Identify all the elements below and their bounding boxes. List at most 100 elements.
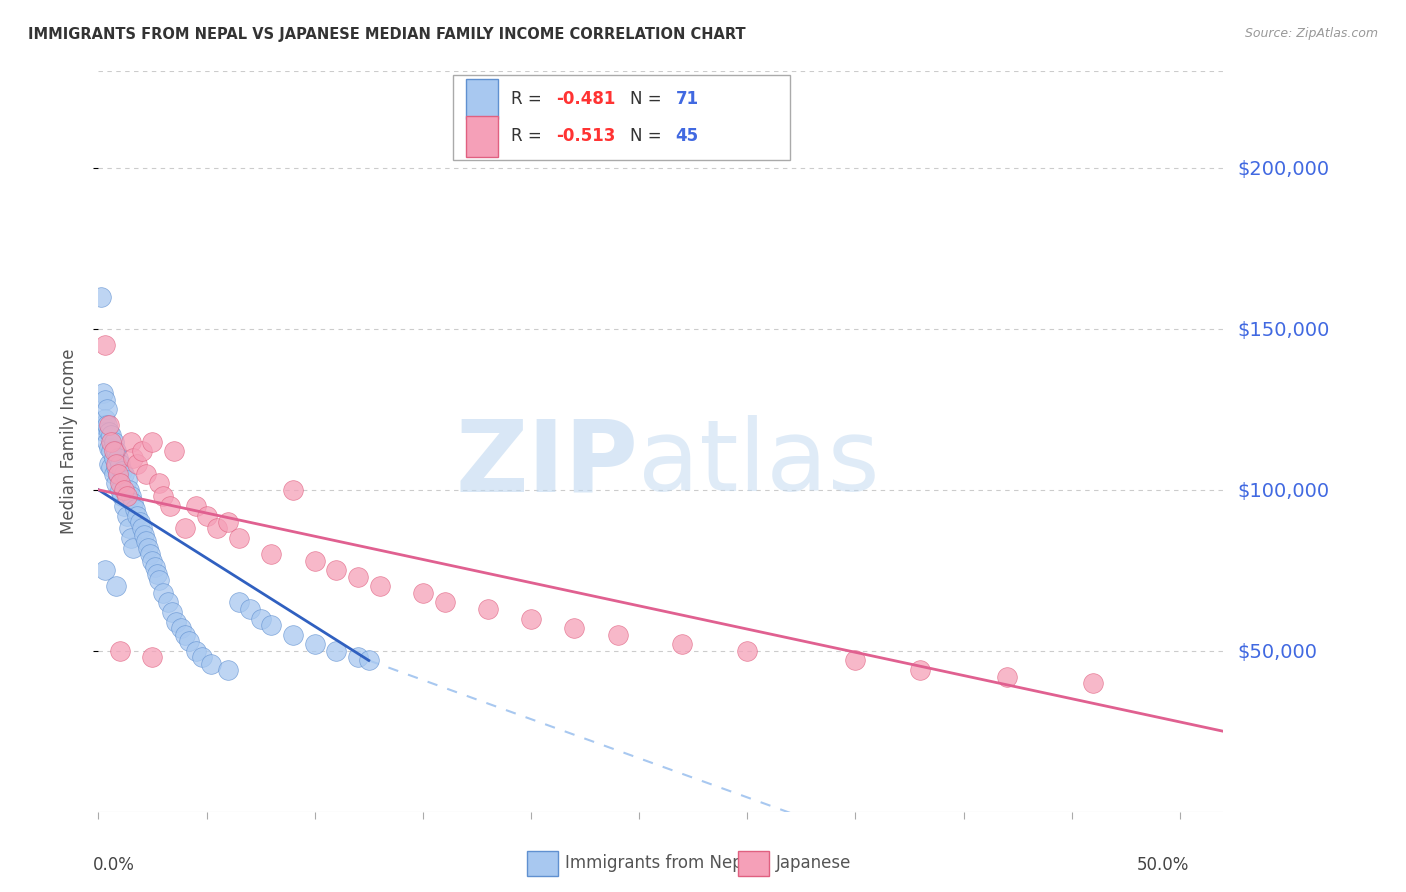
Point xyxy=(304,554,326,568)
Point xyxy=(200,657,222,671)
FancyBboxPatch shape xyxy=(453,75,790,161)
Point xyxy=(98,418,121,433)
Point xyxy=(160,605,183,619)
Text: Immigrants from Nepal: Immigrants from Nepal xyxy=(565,855,758,872)
Point xyxy=(347,570,370,584)
Point xyxy=(169,621,191,635)
Point xyxy=(107,467,129,481)
Point xyxy=(91,386,114,401)
Point xyxy=(90,290,112,304)
Point xyxy=(100,460,122,475)
Point xyxy=(122,541,145,555)
Point xyxy=(104,444,127,458)
Point xyxy=(118,521,141,535)
Point xyxy=(141,434,163,449)
Point xyxy=(179,634,201,648)
Point xyxy=(217,515,239,529)
Point xyxy=(174,521,197,535)
Point xyxy=(207,521,229,535)
Point xyxy=(111,463,134,477)
Point xyxy=(195,508,218,523)
Point xyxy=(357,653,380,667)
Point xyxy=(146,566,169,581)
Point xyxy=(104,476,127,491)
Text: 50.0%: 50.0% xyxy=(1137,856,1189,874)
Point xyxy=(260,618,283,632)
Point xyxy=(96,418,118,433)
Point xyxy=(152,489,174,503)
Text: -0.481: -0.481 xyxy=(557,90,616,108)
Point xyxy=(122,450,145,465)
Text: N =: N = xyxy=(630,128,668,145)
Text: atlas: atlas xyxy=(638,416,880,512)
Point xyxy=(112,483,135,497)
Point xyxy=(115,489,138,503)
Point xyxy=(671,637,693,651)
Point xyxy=(562,621,585,635)
Point xyxy=(239,602,262,616)
Point xyxy=(135,534,157,549)
Point xyxy=(520,611,543,625)
Point xyxy=(174,628,197,642)
Point xyxy=(325,563,347,577)
Point xyxy=(191,650,214,665)
Point xyxy=(124,502,146,516)
Point xyxy=(103,450,125,465)
Point xyxy=(91,418,114,433)
Point xyxy=(159,499,181,513)
Text: ZIP: ZIP xyxy=(456,416,638,512)
Point xyxy=(737,644,759,658)
Point xyxy=(98,425,121,439)
Point xyxy=(217,663,239,677)
Point xyxy=(281,483,304,497)
Point xyxy=(94,425,117,439)
Point xyxy=(94,563,117,577)
Point xyxy=(184,499,207,513)
Point xyxy=(104,460,127,475)
Point xyxy=(260,547,283,561)
Point xyxy=(128,515,150,529)
Text: Source: ZipAtlas.com: Source: ZipAtlas.com xyxy=(1244,27,1378,40)
Point xyxy=(131,521,153,535)
Point xyxy=(325,644,347,658)
FancyBboxPatch shape xyxy=(467,116,498,157)
Y-axis label: Median Family Income: Median Family Income xyxy=(59,349,77,534)
Point xyxy=(104,579,127,593)
Point xyxy=(127,508,149,523)
Point xyxy=(368,579,391,593)
Point xyxy=(122,496,145,510)
Point xyxy=(148,573,170,587)
Point xyxy=(98,457,121,471)
Point xyxy=(1083,676,1105,690)
Point xyxy=(98,441,121,455)
Point xyxy=(228,595,250,609)
Point xyxy=(94,338,117,352)
Point xyxy=(844,653,866,667)
Point xyxy=(112,499,135,513)
Point xyxy=(120,489,142,503)
Point xyxy=(165,615,187,629)
Point xyxy=(100,444,122,458)
Point xyxy=(107,467,129,481)
Point xyxy=(347,650,370,665)
Point xyxy=(104,457,127,471)
Point xyxy=(156,595,179,609)
Point xyxy=(139,547,162,561)
Point xyxy=(120,531,142,545)
Point xyxy=(120,434,142,449)
Point xyxy=(103,467,125,481)
Point xyxy=(108,476,131,491)
Point xyxy=(107,450,129,465)
Point xyxy=(304,637,326,651)
Point xyxy=(108,457,131,471)
Point xyxy=(184,644,207,658)
Text: N =: N = xyxy=(630,90,668,108)
Text: R =: R = xyxy=(512,128,547,145)
Point xyxy=(163,444,186,458)
Point xyxy=(136,541,159,555)
Point xyxy=(249,611,271,625)
Text: 45: 45 xyxy=(675,128,699,145)
Point xyxy=(111,489,134,503)
Point xyxy=(100,434,122,449)
Point xyxy=(127,457,149,471)
